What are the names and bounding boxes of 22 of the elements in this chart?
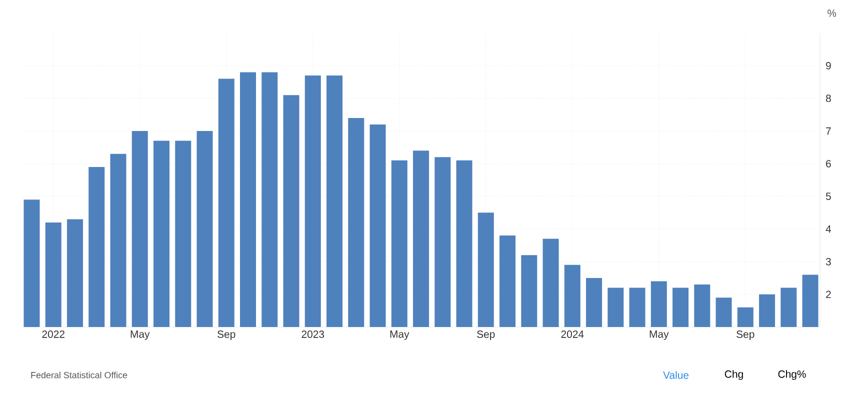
x-tick-label: Sep: [218, 330, 236, 340]
x-tick-label: 2023: [302, 330, 324, 338]
text: Value: [663, 371, 689, 379]
text: Chg: [724, 370, 743, 380]
y-tick-label: 2: [826, 290, 831, 298]
x-tick-label: May: [390, 330, 410, 340]
y-tick-label: 5: [826, 192, 831, 200]
y-tick-label: 4: [826, 225, 832, 233]
x-tick-label: May: [650, 330, 669, 340]
x-tick-label: Sep: [736, 330, 754, 340]
y-tick-label: 3: [826, 258, 831, 266]
y-tick-label: 6: [826, 160, 831, 168]
x-tick-label: Sep: [477, 330, 495, 340]
y-tick-label: 7: [826, 127, 831, 135]
y-tick-label: 9: [826, 62, 831, 70]
text: Federal Statistical Office: [31, 372, 128, 378]
x-tick-label: 2022: [42, 330, 64, 338]
text: Chg%: [778, 370, 806, 380]
y-axis-title: %: [828, 10, 836, 17]
x-tick-label: 2024: [561, 330, 584, 338]
y-tick-label: 8: [826, 94, 831, 102]
x-tick-label: May: [130, 330, 150, 340]
